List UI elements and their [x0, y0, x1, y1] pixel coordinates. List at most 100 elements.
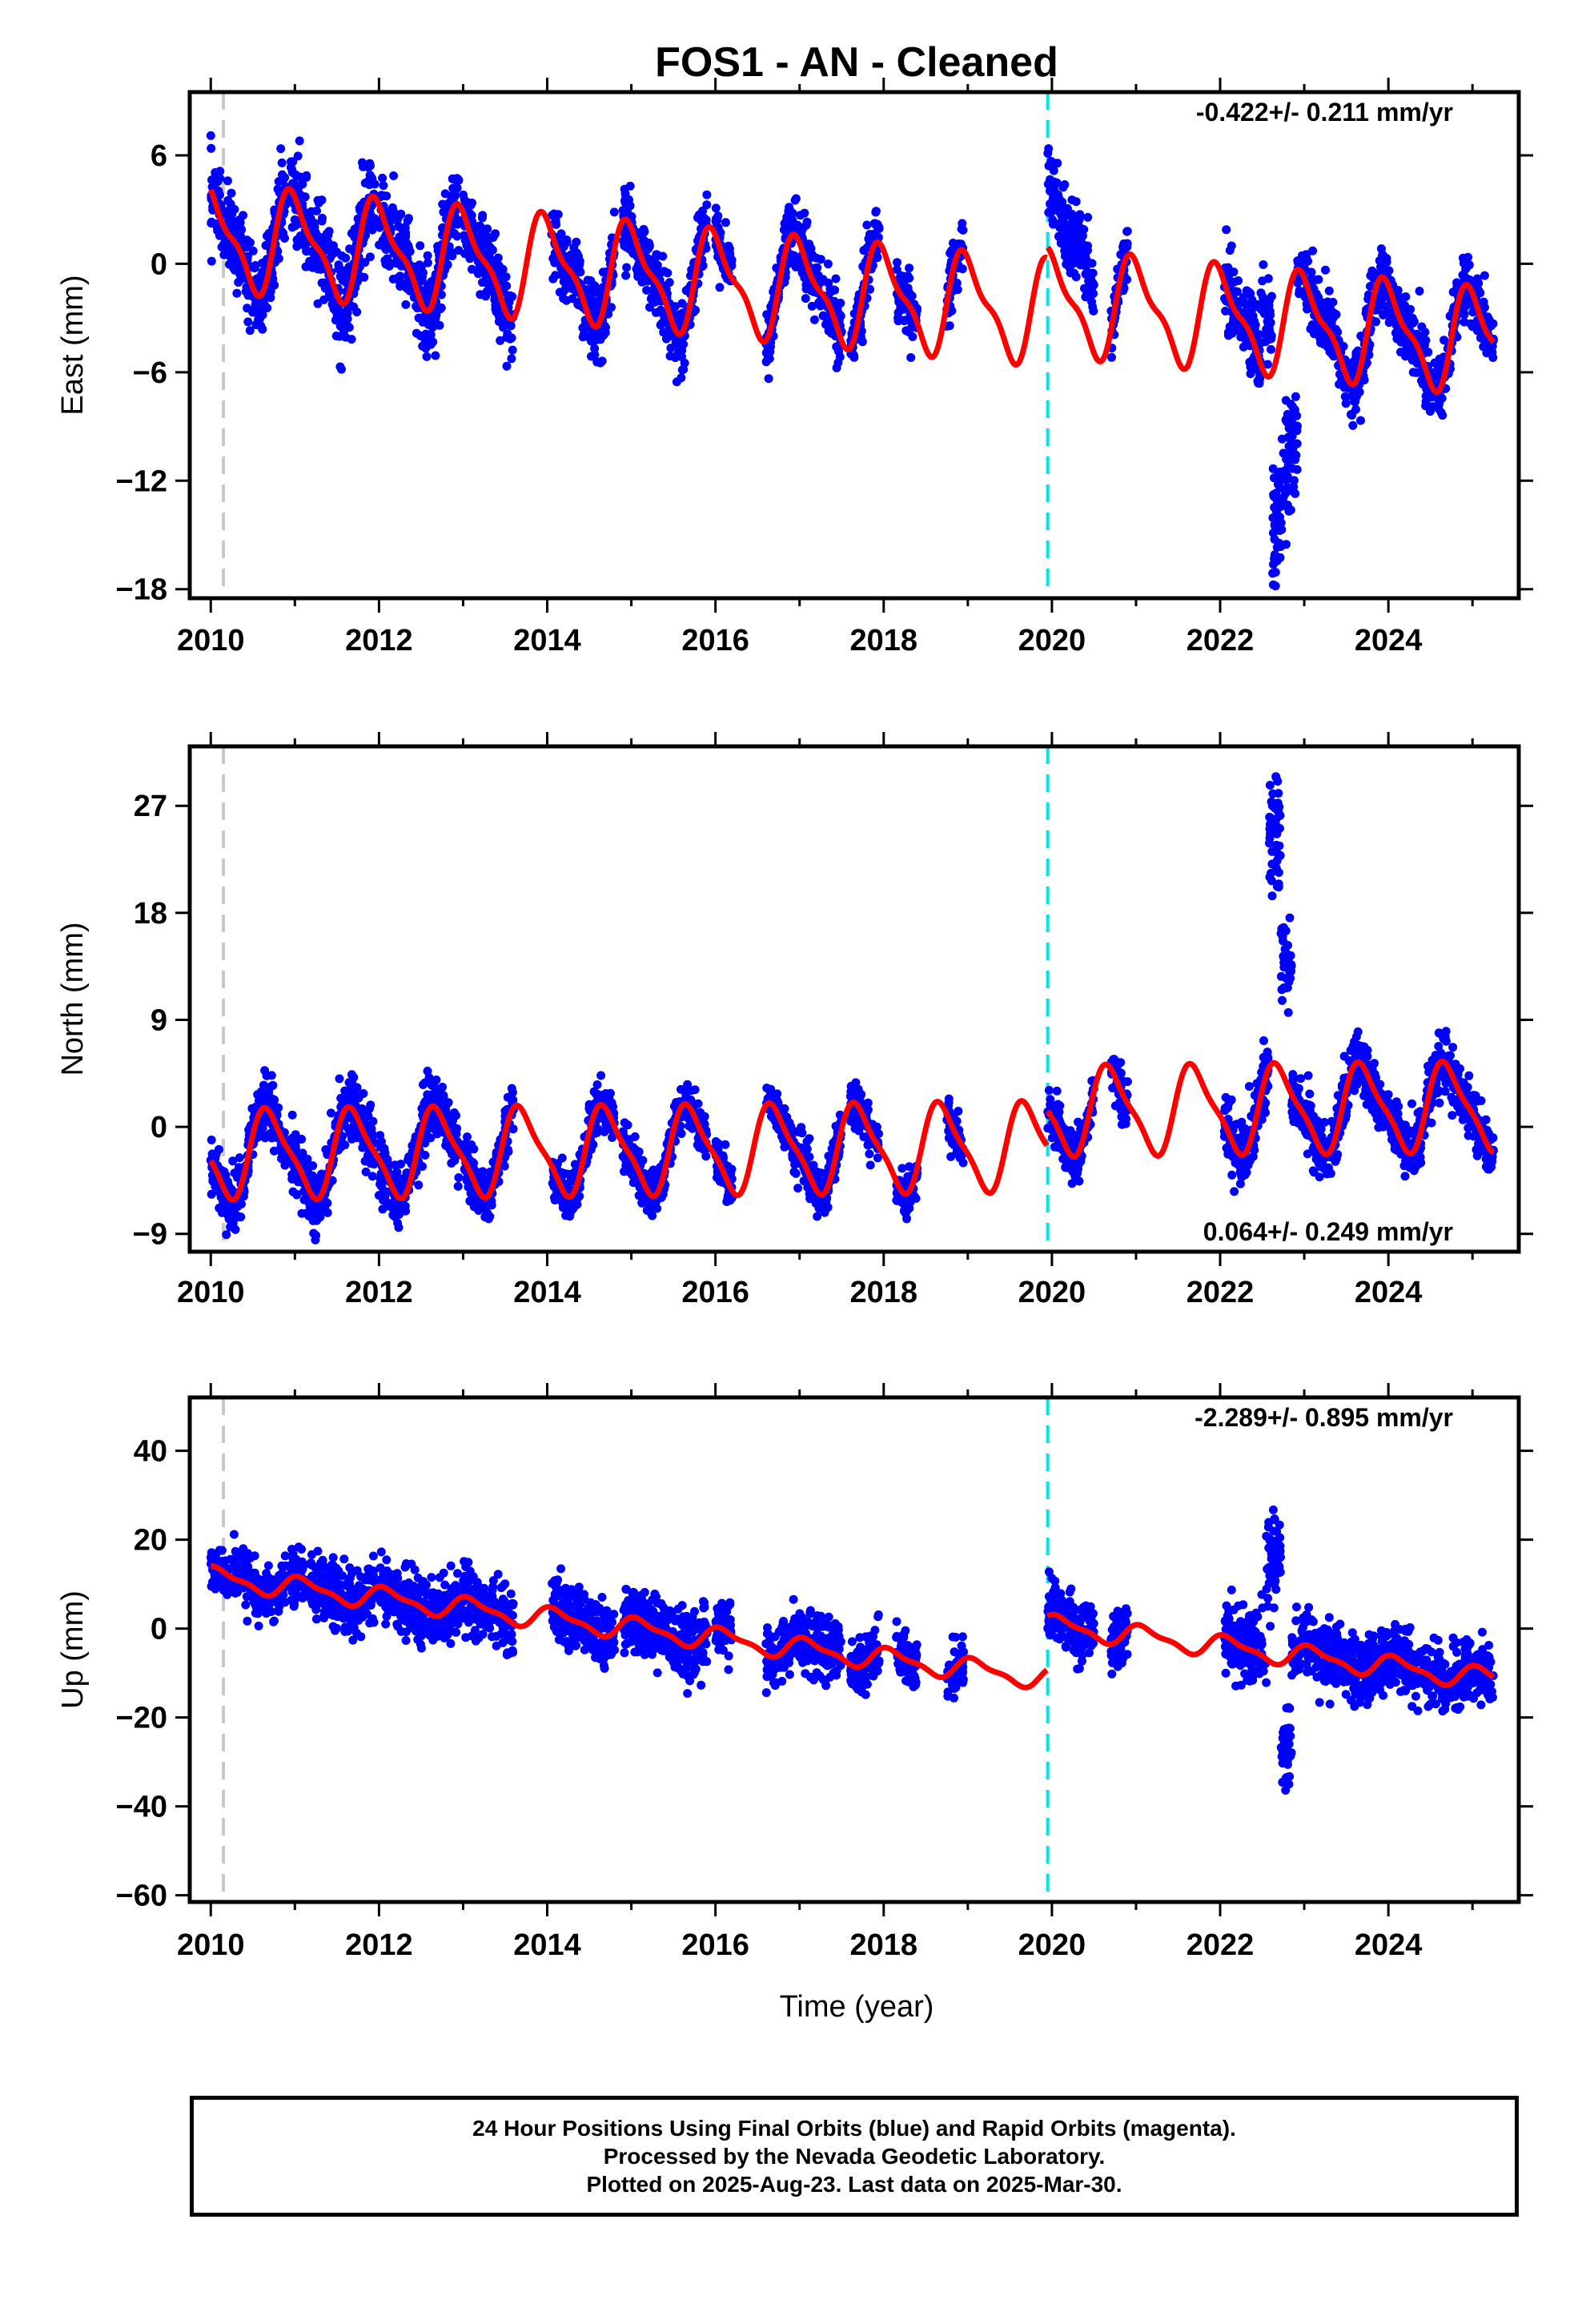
data-point [829, 285, 838, 295]
data-point [239, 211, 248, 220]
data-point [207, 217, 216, 227]
data-point [1284, 441, 1294, 451]
data-point [833, 358, 843, 368]
data-point [506, 1093, 516, 1102]
data-point [223, 176, 232, 186]
data-point [816, 301, 825, 311]
data-point [1460, 259, 1470, 269]
data-point [423, 1067, 432, 1076]
data-point [1367, 266, 1377, 275]
data-point [335, 317, 345, 327]
data-point [335, 332, 344, 341]
data-point [307, 256, 317, 266]
data-point [377, 1137, 386, 1147]
data-point [308, 1161, 318, 1171]
data-point [448, 174, 457, 183]
data-point [652, 308, 661, 317]
data-point [1270, 503, 1279, 513]
data-point [1438, 411, 1447, 420]
data-point [426, 330, 436, 340]
data-point [1273, 480, 1283, 489]
data-point [335, 362, 345, 372]
data-point [677, 346, 687, 356]
data-point [207, 1136, 216, 1144]
data-point [791, 194, 801, 203]
data-point [311, 1176, 321, 1185]
data-point [562, 238, 572, 247]
y-tick-label: 6 [151, 139, 167, 173]
data-point [222, 1230, 231, 1240]
data-point [1292, 464, 1302, 474]
data-point [622, 263, 632, 272]
data-point [345, 244, 355, 254]
data-point [1272, 556, 1282, 565]
data-point [834, 347, 843, 356]
data-point [319, 278, 329, 287]
data-point [388, 1210, 398, 1220]
data-point [312, 206, 321, 215]
data-point [378, 173, 387, 183]
data-point [1283, 432, 1293, 442]
data-point [1074, 230, 1083, 239]
data-point [302, 247, 311, 256]
data-point [1377, 262, 1386, 271]
data-point [1083, 212, 1093, 222]
data-point [423, 280, 432, 290]
data-point [207, 256, 216, 266]
data-point [588, 337, 598, 347]
data-point [1415, 287, 1424, 296]
data-point [389, 171, 399, 180]
data-point [226, 199, 235, 209]
data-point [412, 328, 421, 338]
data-point [715, 283, 725, 292]
data-point [1314, 292, 1323, 302]
data-point [1271, 519, 1281, 529]
data-point [420, 314, 430, 324]
data-point [502, 361, 512, 371]
data-point [1267, 331, 1276, 340]
data-point [490, 295, 500, 304]
data-point [344, 323, 354, 332]
data-point [227, 219, 237, 228]
panel-2: 2010 2012 2014 2016 2018 2020 2022 2024271890−9… [56, 732, 1533, 1309]
data-point [598, 267, 608, 277]
data-point [450, 228, 459, 238]
data-point [1382, 254, 1391, 263]
data-point [225, 211, 235, 219]
data-point [1058, 205, 1067, 215]
y-axis-label: East (mm) [56, 275, 90, 415]
data-point [260, 1133, 270, 1143]
data-point [823, 259, 833, 269]
data-point [255, 310, 264, 320]
data-point [893, 308, 903, 317]
y-tick-label: −12 [116, 464, 167, 498]
data-point [663, 268, 673, 278]
data-point [1307, 267, 1316, 277]
data-point [905, 263, 914, 273]
data-point [1327, 311, 1337, 320]
figure-title: FOS1 - AN - Cleaned [655, 39, 1058, 86]
x-tick-label: 2016 [681, 624, 749, 657]
data-point [450, 1108, 459, 1117]
data-point [359, 1089, 368, 1098]
data-point [783, 219, 793, 229]
data-point [298, 179, 307, 189]
data-point [556, 1196, 565, 1204]
data-point [292, 1190, 302, 1200]
data-point [367, 1172, 377, 1181]
data-point [1071, 197, 1081, 207]
panel-1: 2010 2012 2014 2016 2018 2020 2022 202460−6−12−… [56, 78, 1533, 657]
data-point [1460, 317, 1469, 327]
data-point [492, 307, 501, 316]
data-point [1483, 312, 1492, 322]
data-point [227, 259, 236, 269]
data-point [609, 207, 619, 217]
data-point [1053, 159, 1062, 168]
data-point [1049, 189, 1058, 199]
data-point [958, 225, 968, 235]
data-point [375, 221, 384, 231]
data-point [620, 241, 629, 251]
y-tick-label: 0 [151, 247, 167, 281]
data-point [1307, 320, 1317, 329]
data-point [432, 311, 441, 320]
